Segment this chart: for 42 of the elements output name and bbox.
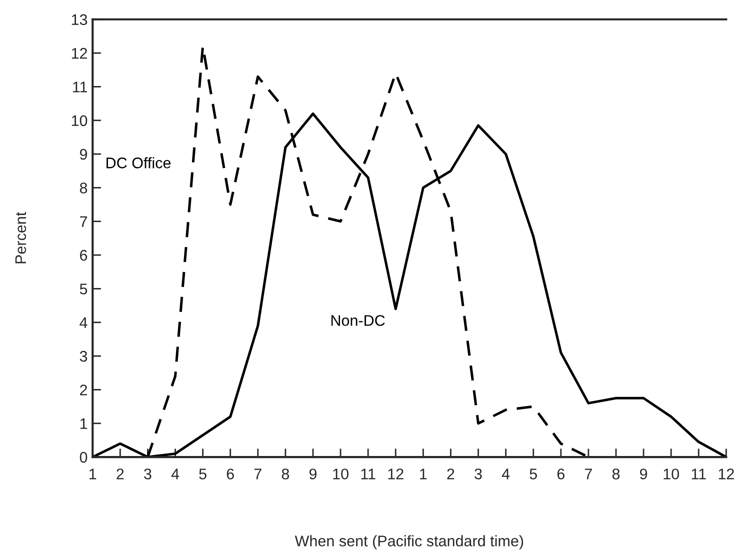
x-tick-label: 2 <box>116 468 124 480</box>
x-tick-label: 5 <box>530 468 537 480</box>
x-tick-label: 1 <box>90 468 96 480</box>
x-tick-label: 8 <box>612 468 620 480</box>
y-tick-label: 6 <box>80 250 88 261</box>
y-tick-label: 0 <box>80 452 88 463</box>
x-tick-label: 5 <box>199 468 206 480</box>
y-tick-label: 13 <box>72 14 88 26</box>
series-label: Non-DC <box>331 315 385 326</box>
x-tick-label: 11 <box>361 468 376 480</box>
y-tick-label: 8 <box>80 182 88 194</box>
x-tick-label: 2 <box>447 468 454 480</box>
y-axis-title: Percent <box>15 212 26 264</box>
x-tick-label: 3 <box>144 468 152 480</box>
y-tick-label: 10 <box>72 115 88 126</box>
y-tick-label: 12 <box>72 48 87 59</box>
x-tick-label: 11 <box>692 468 706 480</box>
x-tick-label: 12 <box>718 468 734 480</box>
x-tick-label: 4 <box>502 468 510 480</box>
x-tick-label: 10 <box>333 468 348 480</box>
y-tick-label: 7 <box>80 216 87 227</box>
series-label: DC Office <box>106 157 171 168</box>
x-tick-label: 3 <box>474 468 482 480</box>
y-tick-label: 11 <box>73 82 88 92</box>
x-tick-label: 9 <box>309 468 317 480</box>
x-tick-label: 8 <box>282 468 290 480</box>
x-axis-title: When sent (Pacific standard time) <box>294 535 524 550</box>
x-tick-label: 1 <box>420 468 427 480</box>
x-tick-label: 7 <box>584 468 592 480</box>
x-tick-label: 6 <box>226 468 234 480</box>
y-tick-label: 4 <box>80 317 88 328</box>
y-tick-label: 1 <box>80 418 88 429</box>
y-tick-label: 5 <box>80 284 88 294</box>
x-tick-label: 12 <box>388 468 404 480</box>
y-tick-label: 3 <box>80 350 88 362</box>
x-tick-label: 10 <box>664 468 679 480</box>
y-tick-label: 2 <box>80 384 87 396</box>
x-tick-label: 6 <box>557 468 564 480</box>
y-tick-label: 9 <box>80 148 88 160</box>
x-tick-label: 4 <box>171 468 180 480</box>
x-tick-label: 9 <box>640 468 648 480</box>
x-tick-label: 7 <box>254 468 262 480</box>
